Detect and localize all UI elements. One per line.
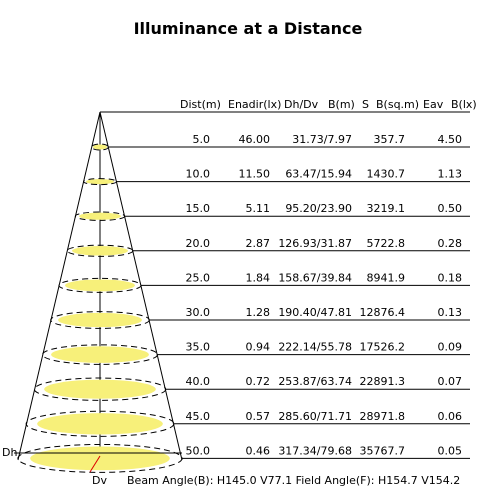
cell: 158.67/39.84 (278, 271, 352, 284)
beam-ellipse (85, 179, 115, 185)
cell: 95.20/23.90 (285, 202, 352, 215)
cell: 0.09 (438, 341, 463, 354)
cell: 10.0 (186, 168, 211, 181)
cell: 12876.4 (360, 306, 406, 319)
cell: 0.57 (246, 410, 271, 423)
beam-ellipse (51, 346, 149, 363)
cell: 46.00 (239, 133, 271, 146)
beam-ellipse (44, 379, 156, 399)
cell: 0.05 (438, 444, 463, 457)
cell: 17526.2 (360, 341, 406, 354)
cell: 0.13 (438, 306, 463, 319)
cell: 253.87/63.74 (278, 375, 352, 388)
cell: 5.11 (246, 202, 271, 215)
cell: 40.0 (186, 375, 211, 388)
cell: 11.50 (239, 168, 271, 181)
cell: 0.94 (246, 341, 271, 354)
column-header: S (362, 98, 369, 111)
cell: 35.0 (186, 341, 211, 354)
cell: 0.18 (438, 271, 463, 284)
dv-label: Dv (92, 474, 107, 487)
beam-ellipse (65, 279, 135, 292)
cell: 0.72 (246, 375, 271, 388)
cell: 317.34/79.68 (278, 444, 352, 457)
cell: 50.0 (186, 444, 211, 457)
column-header: Eav (423, 98, 444, 111)
field-ellipse (17, 443, 183, 473)
cell: 1.13 (438, 168, 463, 181)
cell: 1.28 (246, 306, 271, 319)
cell: 22891.3 (360, 375, 406, 388)
cell: 357.7 (374, 133, 406, 146)
beam-ellipse (58, 312, 142, 328)
column-header: B(sq.m) (376, 98, 419, 111)
column-header: Dh/Dv (284, 98, 319, 111)
cell: 63.47/15.94 (285, 168, 352, 181)
beam-ellipse (79, 212, 121, 220)
column-header: B(m) (328, 98, 355, 111)
cell: 1430.7 (367, 168, 406, 181)
cell: 0.06 (438, 410, 463, 423)
title: Illuminance at a Distance (134, 19, 363, 38)
cell: 15.0 (186, 202, 211, 215)
cell: 8941.9 (367, 271, 406, 284)
beam-ellipse (92, 144, 108, 150)
dh-label: Dh (2, 446, 17, 459)
beam-ellipse (72, 246, 128, 256)
cell: 31.73/7.97 (292, 133, 352, 146)
cell: 126.93/31.87 (278, 237, 352, 250)
cell: 222.14/55.78 (278, 341, 352, 354)
cell: 5.0 (193, 133, 211, 146)
cell: 2.87 (246, 237, 271, 250)
dv-line (89, 455, 101, 473)
cell: 4.50 (438, 133, 463, 146)
cell: 35767.7 (360, 444, 406, 457)
cell: 0.07 (438, 375, 463, 388)
cell: 0.28 (438, 237, 463, 250)
cell: 285.60/71.71 (278, 410, 352, 423)
footer: Beam Angle(B): H145.0 V77.1 Field Angle(… (127, 474, 460, 487)
cell: 30.0 (186, 306, 211, 319)
column-header: Dist(m) (180, 98, 221, 111)
column-header: B(lx) (451, 98, 477, 111)
cell: 5722.8 (367, 237, 406, 250)
column-header: Enadir(lx) (228, 98, 281, 111)
cell: 0.46 (246, 444, 271, 457)
cell: 0.50 (438, 202, 463, 215)
cell: 28971.8 (360, 410, 406, 423)
cell: 20.0 (186, 237, 211, 250)
cell: 190.40/47.81 (278, 306, 352, 319)
cell: 1.84 (246, 271, 271, 284)
cell: 3219.1 (367, 202, 406, 215)
beam-ellipse (30, 446, 170, 471)
cell: 45.0 (186, 410, 211, 423)
beam-ellipse (37, 413, 163, 435)
cell: 25.0 (186, 271, 211, 284)
